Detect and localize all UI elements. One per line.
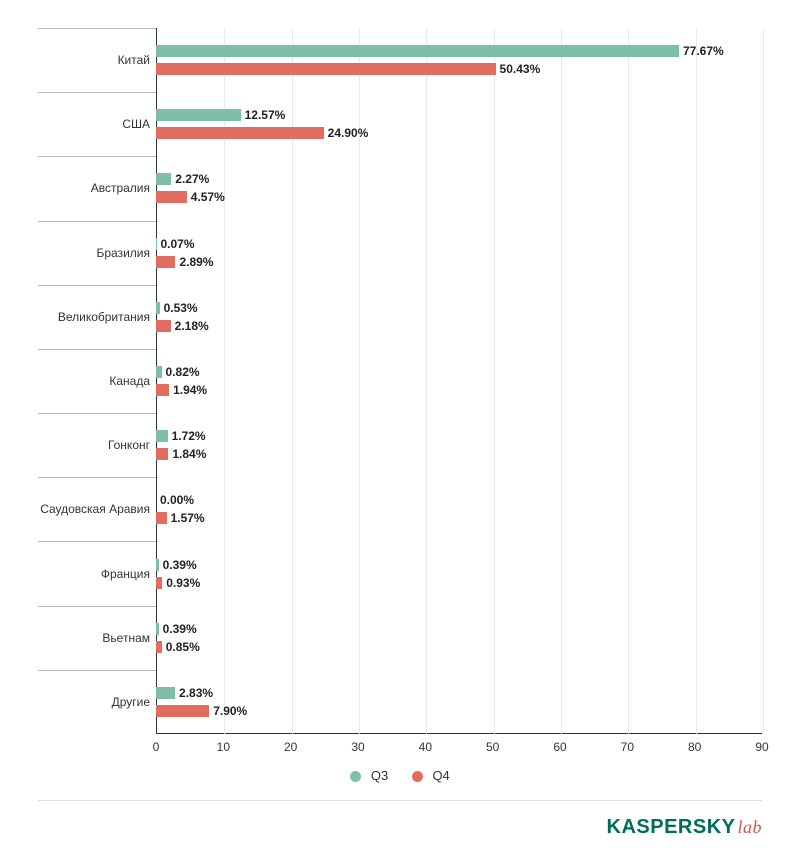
- bar: [156, 384, 169, 396]
- bar-value: 0.82%: [166, 365, 200, 379]
- bar-value: 2.18%: [175, 319, 209, 333]
- category-label: Другие: [38, 695, 150, 709]
- bar-value: 2.89%: [179, 255, 213, 269]
- x-tick-label: 70: [621, 740, 634, 754]
- category-label: Великобритания: [38, 310, 150, 324]
- bar-value: 0.53%: [164, 301, 198, 315]
- bar: [156, 641, 162, 653]
- bar: [156, 127, 324, 139]
- logo-sub: lab: [737, 817, 762, 837]
- category-label: Австралия: [38, 181, 150, 195]
- legend-swatch-q3: [350, 771, 361, 782]
- bar: [156, 559, 159, 571]
- bar: [156, 109, 241, 121]
- bar-value: 12.57%: [245, 108, 286, 122]
- bar-value: 0.93%: [166, 576, 200, 590]
- bar: [156, 366, 162, 378]
- bar-value: 0.39%: [163, 558, 197, 572]
- bar-value: 77.67%: [683, 44, 724, 58]
- bar-value: 7.90%: [213, 704, 247, 718]
- category-label: Франция: [38, 567, 150, 581]
- category-label: Бразилия: [38, 246, 150, 260]
- bar: [156, 191, 187, 203]
- legend-label: Q4: [432, 768, 449, 783]
- bar-value: 24.90%: [328, 126, 369, 140]
- chart: 0102030405060708090 Китай77.67%50.43%США…: [38, 28, 762, 734]
- bar: [156, 320, 171, 332]
- bar: [156, 448, 168, 460]
- category-label: Саудовская Аравия: [38, 502, 150, 516]
- bar: [156, 63, 496, 75]
- bar-value: 2.27%: [175, 172, 209, 186]
- bar-value: 0.07%: [160, 237, 194, 251]
- bar: [156, 687, 175, 699]
- legend: Q3 Q4: [0, 768, 800, 783]
- x-tick-label: 40: [419, 740, 432, 754]
- bar-value: 1.57%: [171, 511, 205, 525]
- bar-value: 50.43%: [500, 62, 541, 76]
- bar-value: 0.39%: [163, 622, 197, 636]
- divider: [38, 800, 762, 801]
- bar-value: 1.84%: [172, 447, 206, 461]
- bar-value: 1.72%: [172, 429, 206, 443]
- x-tick-label: 10: [217, 740, 230, 754]
- bar: [156, 705, 209, 717]
- x-tick-label: 50: [486, 740, 499, 754]
- category-label: Вьетнам: [38, 631, 150, 645]
- kaspersky-logo: KASPERSKYlab: [607, 816, 763, 839]
- legend-swatch-q4: [412, 771, 423, 782]
- category-label: Гонконг: [38, 438, 150, 452]
- bar: [156, 430, 168, 442]
- bar-value: 2.83%: [179, 686, 213, 700]
- x-tick-label: 80: [688, 740, 701, 754]
- bar: [156, 512, 167, 524]
- x-tick-label: 30: [351, 740, 364, 754]
- bar: [156, 45, 679, 57]
- legend-item-q4: Q4: [412, 768, 450, 783]
- x-tick-label: 90: [755, 740, 768, 754]
- x-tick-label: 0: [153, 740, 160, 754]
- bar-value: 1.94%: [173, 383, 207, 397]
- category-label: США: [38, 117, 150, 131]
- bar-value: 4.57%: [191, 190, 225, 204]
- x-tick-label: 60: [553, 740, 566, 754]
- category-label: Китай: [38, 53, 150, 67]
- category-label: Канада: [38, 374, 150, 388]
- logo-main: KASPERSKY: [607, 816, 736, 838]
- bar: [156, 256, 175, 268]
- legend-item-q3: Q3: [350, 768, 388, 783]
- bar-value: 0.85%: [166, 640, 200, 654]
- bar: [156, 302, 160, 314]
- bar: [156, 623, 159, 635]
- x-tick-label: 20: [284, 740, 297, 754]
- bar-value: 0.00%: [160, 493, 194, 507]
- bar: [156, 577, 162, 589]
- bar: [156, 173, 171, 185]
- legend-label: Q3: [371, 768, 388, 783]
